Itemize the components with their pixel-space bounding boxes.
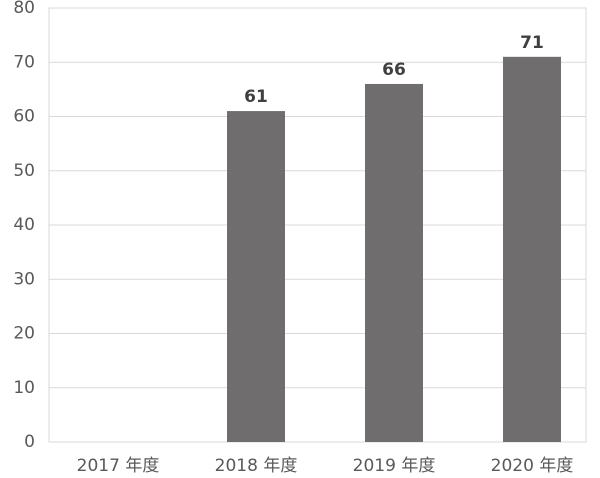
y-tick-label: 0 <box>24 432 35 452</box>
bar <box>227 111 285 442</box>
bar <box>503 56 561 442</box>
value-label: 66 <box>382 60 406 80</box>
y-tick-label: 30 <box>13 269 35 289</box>
y-tick-label: 40 <box>13 215 35 235</box>
y-tick-label: 50 <box>13 161 35 181</box>
bar <box>365 83 423 442</box>
value-label: 71 <box>520 33 544 53</box>
y-tick-label: 10 <box>13 378 35 398</box>
value-label: 61 <box>244 87 268 107</box>
x-tick-label: 2018 年度 <box>215 456 298 476</box>
y-tick-label: 60 <box>13 107 35 127</box>
x-tick-label: 2019 年度 <box>353 456 436 476</box>
y-tick-label: 70 <box>13 52 35 72</box>
y-tick-label: 20 <box>13 324 35 344</box>
x-tick-label: 2017 年度 <box>77 456 160 476</box>
x-tick-label: 2020 年度 <box>491 456 574 476</box>
y-tick-label: 80 <box>13 0 35 18</box>
